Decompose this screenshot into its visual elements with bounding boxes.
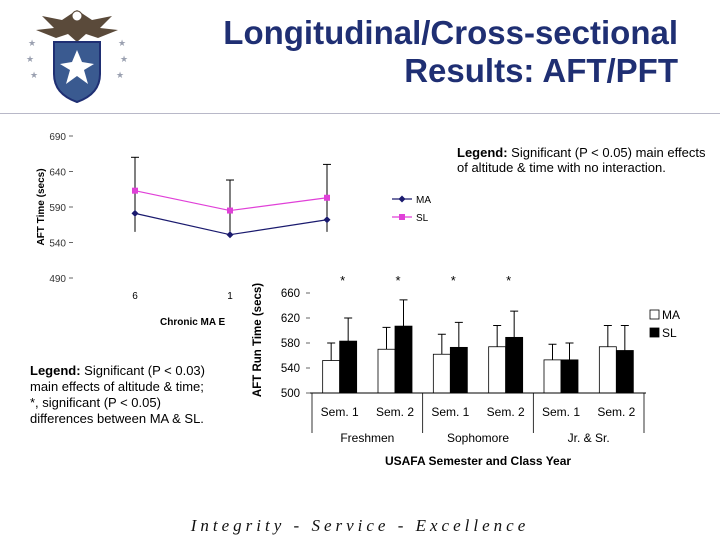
svg-text:★: ★ <box>118 38 126 48</box>
run-bar-ma <box>488 346 507 394</box>
run-y-tick-label: 540 <box>281 363 300 375</box>
run-y-tick-label: 660 <box>281 288 300 300</box>
shield-icon <box>53 41 101 104</box>
title-divider <box>0 113 720 114</box>
aft-y-tick-label: 640 <box>49 168 66 179</box>
run-bar-chart: AFT Run Time (secs) 500 540 580 620 660 Sem. 1… <box>252 273 680 468</box>
run-y-tick-label: 580 <box>281 338 300 350</box>
run-group-label: Freshmen <box>340 431 394 445</box>
run-note-text: Significant (P < 0.03) main effects of a… <box>30 363 205 394</box>
run-x-axis-label: USAFA Semester and Class Year <box>385 454 571 468</box>
slide-footer: Integrity - Service - Excellence <box>190 516 530 535</box>
run-bar-ma <box>322 360 341 394</box>
run-bar-ma <box>432 353 451 394</box>
run-x-tick-label: Sem. 1 <box>321 405 359 419</box>
stars-icon: ★ ★ ★ ★ ★ ★ <box>26 38 128 80</box>
aft-x-axis-label: Chronic MA E <box>160 317 226 328</box>
run-bar-sl <box>505 336 524 394</box>
aft-x-tick-label: 1 <box>227 291 233 302</box>
run-y-axis-label: AFT Run Time (secs) <box>252 283 264 397</box>
run-x-tick-label: Sem. 1 <box>542 405 580 419</box>
aft-y-tick-label: 690 <box>49 132 66 143</box>
run-chart-note: Legend: Significant (P < 0.03) main effe… <box>30 363 220 427</box>
aft-legend-sl: SL <box>416 213 429 224</box>
svg-text:★: ★ <box>120 54 128 64</box>
aft-point-ma <box>226 231 234 239</box>
aft-y-tick-label: 540 <box>49 239 66 250</box>
svg-text:★: ★ <box>26 54 34 64</box>
aft-y-tick-label: 590 <box>49 203 66 214</box>
run-bar-ma <box>377 348 396 394</box>
run-bar-sl <box>560 359 579 394</box>
run-bar-sl <box>449 346 468 394</box>
run-legend-swatch <box>649 327 660 338</box>
run-legend-swatch <box>649 309 660 320</box>
slide-title-line2: Results: AFT/PFT <box>404 52 678 89</box>
run-bar-sl <box>339 340 358 394</box>
aft-point-ma <box>323 216 331 224</box>
run-legend-ma: MA <box>662 308 680 322</box>
aft-y-tick-label: 490 <box>49 274 66 285</box>
aft-point-sl <box>227 207 233 214</box>
svg-text:★: ★ <box>28 38 36 48</box>
run-x-tick-label: Sem. 2 <box>487 405 525 419</box>
run-note-text2: *, significant (P < 0.05) differences be… <box>30 395 204 426</box>
run-group-label: Sophomore <box>447 431 509 445</box>
significance-marker: * <box>395 273 400 288</box>
svg-text:★: ★ <box>116 70 124 80</box>
significance-marker: * <box>451 273 456 288</box>
aft-point-ma <box>131 209 139 217</box>
run-legend-sl: SL <box>662 326 677 340</box>
aft-legend-marker <box>398 195 406 203</box>
run-y-tick-label: 500 <box>281 388 300 400</box>
svg-text:★: ★ <box>30 70 38 80</box>
aft-legend-marker <box>399 214 405 220</box>
run-y-tick-label: 620 <box>281 313 300 325</box>
run-bar-ma <box>598 346 617 394</box>
aft-note-text: Significant (P < 0.05) main effects of a… <box>457 145 706 175</box>
aft-chart-note: Legend: Significant (P < 0.05) main effe… <box>457 145 712 175</box>
aft-note-label: Legend: <box>457 145 508 160</box>
aft-point-sl <box>132 187 138 194</box>
significance-marker: * <box>506 273 511 288</box>
run-bar-sl <box>394 325 413 394</box>
run-note-label: Legend: <box>30 363 81 378</box>
aft-line-chart: AFT Time (secs) 490 540 590 640 690 6 1 Chronic … <box>36 132 431 328</box>
significance-marker: * <box>340 273 345 288</box>
aft-point-sl <box>324 194 330 201</box>
slide-title-line1: Longitudinal/Cross-sectional <box>223 14 678 51</box>
eagle-icon <box>36 10 118 42</box>
run-bar-ma <box>543 359 562 394</box>
run-bar-sl <box>615 350 634 394</box>
run-x-tick-label: Sem. 2 <box>376 405 414 419</box>
run-x-tick-label: Sem. 2 <box>597 405 635 419</box>
run-x-tick-label: Sem. 1 <box>431 405 469 419</box>
run-group-label: Jr. & Sr. <box>568 431 610 445</box>
aft-y-axis-label: AFT Time (secs) <box>36 168 47 245</box>
aft-line-ma <box>134 212 328 236</box>
aft-legend-ma: MA <box>416 195 431 206</box>
usafa-logo: ★ ★ ★ ★ ★ ★ <box>26 10 128 104</box>
aft-x-tick-label: 6 <box>132 291 138 302</box>
